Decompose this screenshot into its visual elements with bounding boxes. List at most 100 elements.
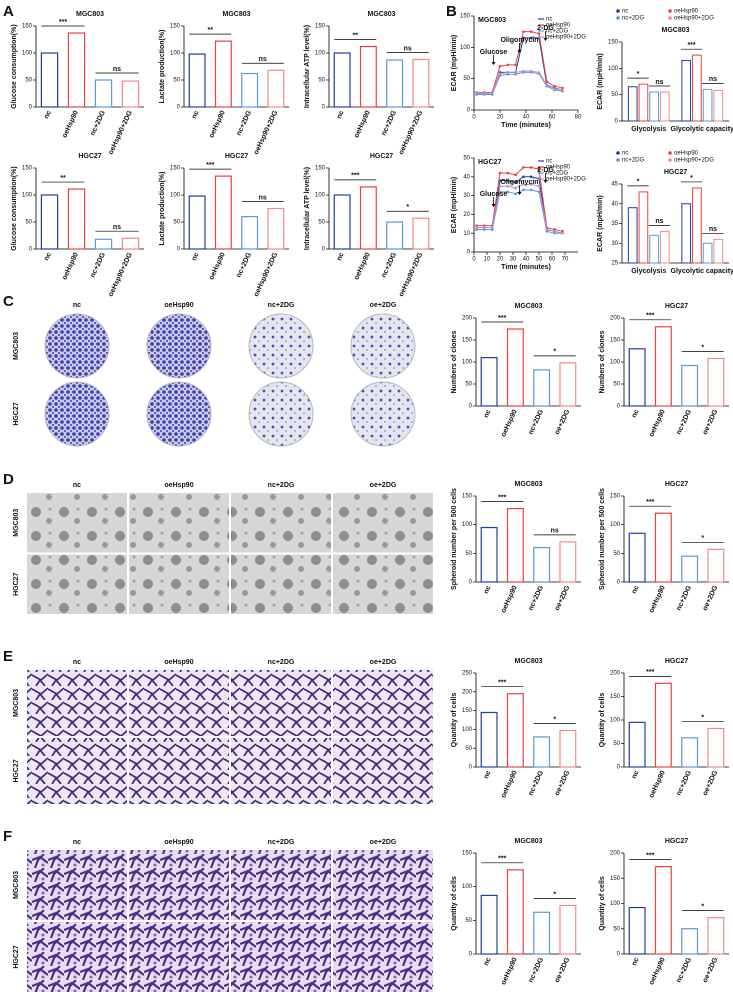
- significance-label: ns: [655, 79, 663, 86]
- row-label: HGC27: [13, 402, 20, 425]
- bar: [654, 682, 672, 768]
- bar: [681, 59, 692, 122]
- y-tick-label: 100: [610, 360, 621, 366]
- arrow-head: [491, 62, 496, 65]
- bar: [713, 238, 724, 264]
- bar: [533, 736, 551, 768]
- colony-plate: [146, 313, 212, 379]
- bar: [659, 91, 670, 122]
- legend-label: nc: [546, 159, 552, 165]
- x-tick-label: oeHsp90+2DG: [253, 251, 280, 298]
- significance-label: ***: [646, 852, 654, 859]
- data-point: [498, 171, 502, 175]
- y-tick-label: 0: [29, 247, 33, 253]
- micrograph: [231, 738, 331, 804]
- chart-title: MGC803: [478, 17, 506, 24]
- row-label: MGC803: [13, 332, 20, 360]
- x-tick-label: nc+2DG: [380, 109, 398, 137]
- x-tick-label: oe+2DG: [702, 584, 720, 612]
- y-tick-label: 100: [462, 360, 473, 366]
- y-tick-label: 50: [613, 741, 620, 747]
- y-tick-label: 150: [462, 494, 473, 500]
- event-label: Oligomycin: [500, 37, 538, 44]
- panel-letter: E: [3, 648, 13, 665]
- y-axis-label: Lactate production(%): [159, 172, 166, 246]
- legend-label: nc+2DG: [622, 158, 645, 164]
- y-axis-label: Numbers of clones: [451, 330, 458, 393]
- y-tick-label: 0: [322, 105, 326, 111]
- legend-label: oeHsp90: [674, 9, 699, 15]
- significance-label: ***: [59, 19, 67, 26]
- bar: [506, 693, 524, 768]
- column-label: nc+2DG: [268, 302, 295, 309]
- data-point: [514, 63, 517, 67]
- y-tick-label: 50: [613, 926, 620, 932]
- y-axis-label: Quantity of cells: [451, 693, 458, 748]
- micrograph: [129, 493, 229, 553]
- bar: [628, 532, 646, 583]
- bar: [533, 546, 551, 583]
- x-tick-label: nc+2DG: [235, 109, 253, 137]
- chart-title: MGC803: [661, 27, 689, 34]
- bar: [480, 357, 498, 407]
- bar: [121, 237, 140, 250]
- data-point: [506, 63, 510, 67]
- data-point: [545, 83, 549, 87]
- legend-swatch: [668, 151, 672, 155]
- significance-label: ***: [498, 680, 506, 687]
- data-point: [514, 72, 517, 76]
- legend-label: oeHsp90: [546, 165, 571, 171]
- y-tick-label: 0: [467, 250, 471, 256]
- legend-label: nc+2DG: [546, 29, 569, 35]
- y-tick-label: 150: [22, 24, 33, 30]
- bar: [386, 59, 404, 108]
- x-tick-label: nc+2DG: [675, 408, 693, 436]
- y-tick-label: 150: [460, 14, 471, 20]
- bar: [638, 83, 649, 122]
- column-label: oeHsp90: [164, 839, 193, 846]
- bar: [654, 866, 672, 955]
- y-tick-label: 0: [615, 119, 619, 125]
- x-tick-label: oeHsp90: [648, 770, 667, 800]
- micrograph: [27, 554, 127, 614]
- colony-plate: [248, 381, 314, 447]
- row-label: MGC803: [13, 509, 20, 537]
- bar: [628, 348, 646, 407]
- y-tick-label: 100: [22, 193, 33, 199]
- bar: [67, 32, 86, 108]
- y-tick-label: 50: [318, 78, 325, 84]
- x-tick-label: oe+2DG: [554, 956, 572, 984]
- y-tick-label: 100: [462, 522, 473, 528]
- data-point: [522, 183, 525, 186]
- y-tick-label: 0: [177, 105, 181, 111]
- y-tick-label: 50: [465, 551, 472, 557]
- row-label: MGC803: [13, 689, 20, 717]
- x-tick-label: Glycolytic capacity: [671, 126, 733, 133]
- x-tick-label: nc+2DG: [675, 956, 693, 984]
- significance-label: ns: [113, 224, 121, 231]
- x-tick-label: nc+2DG: [675, 769, 693, 797]
- micrograph: [333, 738, 433, 804]
- x-tick-label: nc+2DG: [527, 956, 545, 984]
- data-point: [561, 231, 564, 235]
- y-tick-label: 50: [465, 746, 472, 752]
- x-tick-label: oeHsp90: [208, 110, 227, 140]
- column-label: nc+2DG: [268, 659, 295, 666]
- bar: [480, 526, 498, 583]
- significance-label: ***: [646, 669, 654, 676]
- data-point: [483, 91, 486, 95]
- x-tick-label: nc+2DG: [89, 109, 107, 137]
- bar: [681, 364, 699, 407]
- legend-label: oeHsp90+2DG: [546, 35, 586, 41]
- significance-label: *: [690, 175, 693, 182]
- y-tick-label: 0: [322, 247, 326, 253]
- bar: [559, 541, 577, 583]
- x-tick-label: nc: [43, 252, 53, 262]
- data-point: [529, 188, 533, 192]
- y-axis-label: Intracellular ATP level(%): [304, 25, 311, 108]
- bar: [649, 91, 659, 122]
- legend-swatch: [668, 9, 672, 13]
- x-tick-label: nc: [483, 770, 493, 780]
- y-tick-label: 100: [610, 718, 621, 724]
- significance-label: *: [637, 179, 640, 186]
